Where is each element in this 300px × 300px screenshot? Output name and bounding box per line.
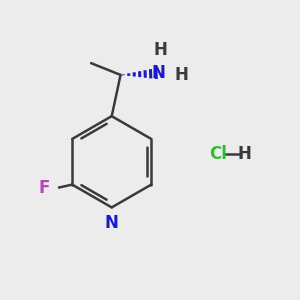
Text: F: F — [39, 178, 50, 196]
Text: H: H — [237, 146, 251, 164]
Text: Cl: Cl — [209, 146, 227, 164]
Text: N: N — [152, 64, 166, 82]
Text: N: N — [105, 214, 119, 232]
Text: H: H — [174, 66, 188, 84]
Text: H: H — [153, 41, 167, 59]
